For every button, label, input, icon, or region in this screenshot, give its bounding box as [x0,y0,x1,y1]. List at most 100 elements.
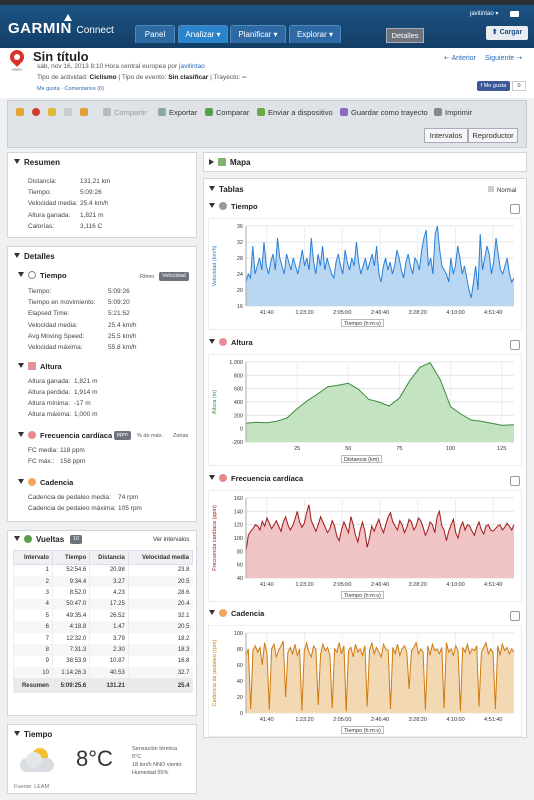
share-button[interactable]: Compartir [103,108,147,117]
laps-col-header[interactable]: Intervalo [13,550,53,565]
expand-chart-icon[interactable] [510,204,520,214]
velocidad-toggle[interactable]: Velocidad [159,272,189,281]
fc-section-title: Frecuencia cardíaca [40,431,113,440]
previous-link[interactable]: ⇠ Anterior [444,55,476,62]
percent-max-toggle[interactable]: % de máx. [137,433,163,439]
chart-3[interactable]: 100 80 60 40 20 0 41:40 1:23:20 2:05:00 2:46:40 3:… [208,625,522,737]
zonas-toggle[interactable]: Zonas [173,433,189,439]
chart-header-2[interactable]: Frecuencia cardíaca [209,474,303,483]
chart-0[interactable]: 36 32 28 24 20 16 41:40 1:23:20 2:05:00 2:46:40 3:… [208,218,522,330]
laps-row[interactable]: 4 50:47.0 17.25 20.4 [13,598,193,611]
chart-header-1[interactable]: Altura [209,338,253,347]
x-axis-unit-selector[interactable]: Distancia (km) [341,455,383,463]
tab-reproductor[interactable]: Reproductor [468,128,518,143]
x-tick-label: 2:05:00 [333,582,351,588]
vueltas-title: Vueltas [36,535,65,544]
next-link[interactable]: Siguiente ⇢ [485,55,523,62]
nav-tab-analizar[interactable]: Analizar ▾ [178,25,228,43]
route-label: | Trayecto: [210,74,241,81]
like-comments-link[interactable]: Me gusta · Comentarios (0) [37,86,104,92]
laps-row[interactable]: 7 12:32.0 3.79 18.2 [13,632,193,645]
delete-icon[interactable] [32,108,43,117]
date-text: sáb, nov 16, 2013 8:10 Hora central euro… [37,63,178,70]
chart-header-0[interactable]: Tiempo [209,202,258,211]
laps-row[interactable]: 6 4:18.8 1.47 20.5 [13,621,193,633]
ritmo-toggle[interactable]: Ritmo [140,274,155,280]
expand-chart-icon[interactable] [510,340,520,350]
laps-row[interactable]: 3 8:52.0 4.23 28.6 [13,587,193,599]
laps-cell: 16.8 [127,655,193,668]
nav-tab-planificar[interactable]: Planificar ▾ [230,25,286,43]
chart-title: Cadencia [231,609,265,618]
chart-1[interactable]: 1,000 800 600 400 200 0 -200 25 50 75 100 125 Altura… [208,354,522,466]
nav-tab-panel[interactable]: Panel [135,25,175,43]
people-icon[interactable] [80,108,91,117]
save-route-button[interactable]: Guardar como trayecto [340,108,428,117]
type-value[interactable]: Ciclismo [89,74,117,81]
altura-label: Altura perdida: [28,389,71,396]
normal-toggle[interactable]: Normal [488,186,516,194]
tab-intervalos[interactable]: Intervalos [424,128,468,143]
laps-row[interactable]: 1 52:54.6 20.98 23.8 [13,564,193,576]
expand-chart-icon[interactable] [510,476,520,486]
nav-tab-explorar[interactable]: Explorar ▾ [289,25,341,43]
username: javitintao [470,11,494,17]
laps-row[interactable]: 10 1:14:26.3 40.53 32.7 [13,667,193,679]
fc-section-header[interactable]: Frecuencia cardíaca [18,431,112,440]
resumen-value: 131.21 km [80,178,111,185]
event-value[interactable]: Sin clasificar [168,74,209,81]
brand-name: GARMIN [8,20,72,37]
tiempo-section-header[interactable]: Tiempo [18,271,67,280]
author-link[interactable]: javitintao [179,63,205,70]
ppm-toggle[interactable]: ppm [114,431,131,440]
garmin-connect-logo[interactable]: GARMIN Connect [8,20,114,37]
laps-col-header[interactable]: Velocidad media [127,550,194,565]
resumen-header[interactable]: Resumen [14,158,60,167]
user-menu[interactable]: javitintao ▾ [470,11,499,17]
x-tick-label: 2:46:40 [371,717,389,723]
chart-title: Tiempo [231,202,258,211]
laps-col-header[interactable]: Tiempo [51,550,91,565]
laps-row[interactable]: 9 38:53.9 10.87 16.8 [13,655,193,668]
x-axis-unit-selector[interactable]: Tiempo (h:m:s) [341,726,384,734]
laps-row[interactable]: 8 7:31.3 2.30 18.3 [13,644,193,656]
cad-value: 74 rpm [118,494,139,501]
tablas-header[interactable]: Tablas [209,185,244,194]
x-axis-unit-selector[interactable]: Tiempo (h:m:s) [341,319,384,327]
chart-header-3[interactable]: Cadencia [209,609,264,618]
print-button[interactable]: Imprimir [434,108,472,117]
humidity-value: Humedad 55% [132,770,169,776]
tablas-title: Tablas [219,185,244,194]
feel-value: 5°C [132,754,142,760]
laps-cell: 50:47.0 [51,598,90,611]
activity-meta: Tipo de actividad: Ciclismo | Tipo de ev… [37,74,247,81]
compare-button[interactable]: Comparar [205,108,249,117]
facebook-like-button[interactable]: f Me gusta [477,81,510,91]
send-to-device-button[interactable]: Enviar a dispositivo [257,108,333,117]
tab-detalles[interactable]: Detalles [386,28,424,43]
flag-icon[interactable] [48,108,59,117]
vueltas-header[interactable]: Vueltas [14,535,64,544]
mapa-header[interactable]: Mapa [209,158,250,167]
weather-header[interactable]: Tiempo [14,730,52,739]
laps-row[interactable]: 5 49:35.4 26.52 32.1 [13,610,193,622]
laps-row[interactable]: 2 9:34.4 3.27 20.5 [13,575,193,588]
laps-col-header[interactable]: Distancia [89,550,129,565]
chart-2[interactable]: 160 140 120 100 80 60 40 41:40 1:23:20 2:05:00 2:4… [208,490,522,602]
ver-intervalos-link[interactable]: Ver intervalos [153,537,190,543]
cadencia-section-header[interactable]: Cadencia [18,478,73,487]
laps-cell: 10 [13,667,53,679]
laps-cell: 2.30 [89,644,129,656]
tiempo-value: 25.4 km/h [108,321,137,329]
upload-button[interactable]: ⬆ Cargar [486,26,528,40]
edit-icon[interactable] [16,108,27,117]
expand-chart-icon[interactable] [510,611,520,621]
activity-title[interactable]: Sin título [33,49,89,64]
export-button[interactable]: Exportar [158,108,197,117]
detalles-header[interactable]: Detalles [14,252,55,261]
mail-icon[interactable] [510,11,519,17]
x-axis-unit-selector[interactable]: Tiempo (h:m:s) [341,591,384,599]
y-tick-label: 100 [234,536,243,542]
altura-section-header[interactable]: Altura [18,362,62,371]
star-icon[interactable] [64,108,75,117]
